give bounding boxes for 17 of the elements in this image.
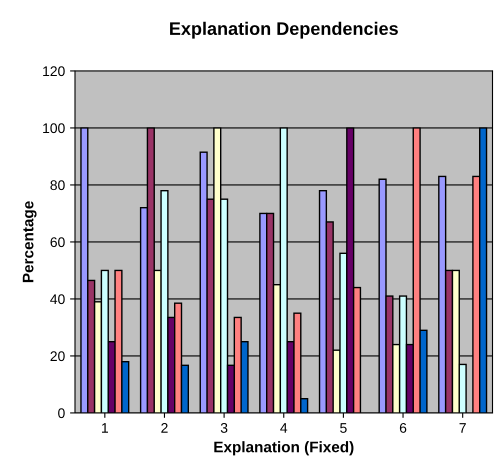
x-tick-label: 7 [460,423,466,433]
y-tick-label: 60 [50,237,65,248]
x-tick-label: 5 [340,423,347,433]
y-tick-label: 0 [58,408,65,418]
x-axis-title: Explanation (Fixed) [214,441,354,456]
x-tick-label: 1 [102,423,108,433]
y-tick-label: 20 [50,351,65,362]
y-tick-label: 120 [43,66,65,76]
chart-title: Explanation Dependencies [170,22,398,39]
y-tick-label: 100 [43,123,65,134]
x-tick-label: 3 [220,423,228,433]
y-axis-title: Percentage [22,201,37,282]
y-tick-label: 40 [50,294,65,304]
x-tick-label: 6 [400,423,406,433]
x-tick-label: 4 [280,423,288,433]
y-tick-label: 80 [50,180,65,190]
x-tick-label: 2 [161,423,168,433]
